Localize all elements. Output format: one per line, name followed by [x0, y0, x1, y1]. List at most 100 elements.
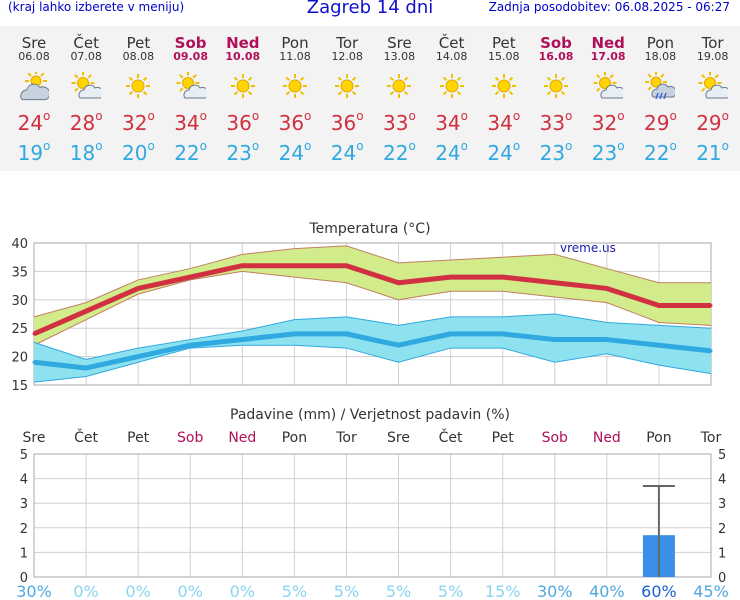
sun-icon: [217, 72, 269, 102]
min-temp-range-band: [34, 314, 711, 383]
x-tick-label: Ned: [593, 430, 621, 446]
sun-cloud-icon: [687, 72, 739, 102]
max-temp-line-point: [240, 264, 244, 268]
precipitation-chart: Padavine (mm) / Verjetnost padavin (%) Sr…: [16, 407, 729, 600]
temp-min-value: 20: [121, 141, 148, 165]
weather-icon-graphic: [230, 74, 255, 98]
x-tick-label: Čet: [439, 428, 463, 446]
partly-cloudy-icon: [8, 72, 60, 102]
precip-probability-label: 5%: [386, 582, 411, 600]
temp-min: 22o: [634, 139, 686, 165]
day-date: 08.08: [122, 50, 155, 63]
precip-probability-label: 5%: [438, 582, 463, 600]
min-temp-line-point: [344, 332, 348, 336]
x-tick-label: Ned: [228, 430, 256, 446]
temp-max-value: 24: [17, 111, 44, 135]
day-name: Sre: [387, 34, 412, 52]
y-tick-label: 30: [11, 294, 28, 309]
temp-min: 23o: [217, 139, 269, 165]
watermark: vreme.us: [560, 241, 616, 255]
location-hint[interactable]: (kraj lahko izberete v meniju): [8, 0, 185, 14]
y-tick-label-left: 1: [20, 546, 28, 561]
x-tick-label: Tor: [700, 430, 722, 446]
sun-icon: [426, 72, 478, 102]
temp-max-value: 33: [382, 111, 409, 135]
min-temp-line-point: [553, 338, 557, 342]
day-name: Pon: [281, 34, 309, 52]
x-tick-label: Sre: [387, 430, 410, 446]
precip-probability-label: 0%: [125, 582, 150, 600]
temp-max-value: 34: [174, 111, 200, 135]
day-name: Čet: [438, 34, 465, 52]
weather-icon-graphic: [126, 74, 151, 98]
min-temp-line-point: [605, 338, 609, 342]
min-temp-range-band-edge: [33, 344, 712, 383]
y-tick-label-left: 4: [20, 473, 28, 488]
y-tick-label-right: 4: [718, 473, 726, 488]
degree-sign: o: [669, 139, 677, 153]
sun-icon: [112, 72, 164, 102]
day-date: 16.08: [538, 50, 574, 63]
temp-max-value: 36: [330, 111, 357, 135]
min-temp-line-point: [240, 338, 244, 342]
degree-sign: o: [251, 109, 260, 123]
x-tick-label: Sre: [23, 430, 46, 446]
y-tick-label-right: 1: [718, 546, 726, 561]
y-tick-label-left: 2: [20, 522, 28, 537]
temp-max-value: 29: [643, 111, 670, 135]
temp-min: 18o: [60, 139, 112, 165]
temp-min: 22o: [373, 139, 425, 165]
max-temp-line-point: [657, 303, 661, 307]
min-temp-line-point: [188, 343, 192, 347]
day-date: 09.08: [173, 50, 208, 63]
weather-icon-graphic: [491, 74, 516, 98]
temp-max: 29o: [687, 109, 739, 135]
weather-icon-graphic: [335, 74, 360, 98]
degree-sign: o: [147, 109, 155, 123]
temp-min: 24o: [478, 139, 530, 165]
precipitation-chart-title: Padavine (mm) / Verjetnost padavin (%): [230, 407, 510, 423]
degree-sign: o: [669, 109, 677, 123]
temp-min-value: 23: [539, 141, 566, 165]
max-temp-line-point: [553, 281, 557, 285]
temp-min-value: 24: [330, 141, 357, 165]
temp-min: 24o: [426, 139, 478, 165]
max-temp-range-band: [34, 245, 711, 346]
x-tick-label: Čet: [74, 428, 98, 446]
degree-sign: o: [95, 139, 103, 153]
min-temp-line-point: [292, 332, 296, 336]
day-name: Sob: [540, 34, 572, 52]
precip-probability-label: 0%: [230, 582, 255, 600]
degree-sign: o: [512, 139, 521, 153]
temp-min: 23o: [582, 139, 634, 165]
temp-max-value: 32: [591, 111, 618, 135]
day-name: Sre: [21, 34, 47, 52]
sun-cloud-icon: [582, 72, 634, 102]
max-temp-line-point: [397, 281, 401, 285]
max-temp-range-band-edge: [33, 270, 712, 346]
temp-min: 21o: [687, 139, 739, 165]
day-name: Sob: [174, 34, 207, 52]
precip-probability-label: 45%: [693, 582, 729, 600]
min-temp-line-point: [449, 332, 453, 336]
min-temp-line-point: [709, 349, 713, 353]
degree-sign: o: [408, 139, 416, 153]
sun-icon: [269, 72, 321, 102]
x-tick-label: Sob: [542, 430, 568, 446]
day-date: 06.08: [18, 50, 50, 63]
temp-max: 33o: [373, 109, 425, 135]
max-temp-line-point: [605, 286, 609, 290]
day-date: 10.08: [225, 50, 261, 63]
precip-probability-label: 5%: [282, 582, 307, 600]
max-temp-line-point: [709, 303, 713, 307]
sun-cloud-icon: [165, 72, 217, 102]
temp-max-value: 28: [69, 111, 96, 135]
degree-sign: o: [617, 139, 625, 153]
max-temp-line-point: [84, 309, 88, 313]
y-tick-label-left: 5: [20, 448, 28, 463]
degree-sign: o: [251, 139, 260, 153]
min-temp-line-point: [657, 343, 661, 347]
y-tick-label: 15: [11, 379, 28, 390]
degree-sign: o: [147, 139, 155, 153]
day-name: Pet: [491, 34, 516, 52]
